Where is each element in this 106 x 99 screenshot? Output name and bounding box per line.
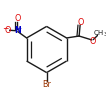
Text: +: + — [17, 26, 22, 31]
Text: O: O — [14, 14, 21, 23]
Text: CH$_3$: CH$_3$ — [93, 29, 106, 39]
Text: O: O — [77, 18, 84, 27]
Text: O: O — [4, 26, 11, 35]
Text: Br: Br — [42, 80, 51, 89]
Text: N: N — [14, 26, 21, 35]
Text: −: − — [2, 24, 9, 33]
Text: O: O — [90, 37, 96, 46]
